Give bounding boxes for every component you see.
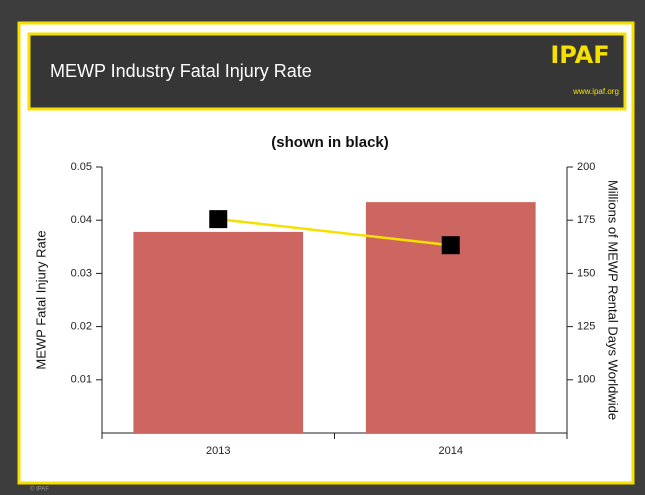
y-tick-label: 0.03 bbox=[71, 267, 92, 279]
y-axis-label: MEWP Fatal Injury Rate bbox=[33, 230, 48, 369]
y-tick-label: 0.04 bbox=[71, 214, 92, 226]
marker bbox=[441, 236, 460, 255]
x-tick-label: 2013 bbox=[206, 445, 230, 457]
y2-tick-label: 200 bbox=[577, 161, 595, 173]
y2-axis-label: Millions of MEWP Rental Days Worldwide bbox=[606, 180, 621, 420]
chart-title: (shown in black) bbox=[271, 134, 389, 151]
y2-tick-label: 175 bbox=[577, 214, 595, 226]
y2-tick-label: 100 bbox=[577, 374, 595, 386]
logo-url: www.ipaf.org bbox=[572, 87, 619, 96]
y-tick-label: 0.05 bbox=[71, 161, 92, 173]
header-box bbox=[27, 32, 627, 111]
y2-tick-label: 125 bbox=[577, 321, 595, 333]
bar bbox=[133, 231, 304, 433]
logo: IPAF bbox=[550, 41, 609, 69]
y-tick-label: 0.02 bbox=[71, 321, 92, 333]
header-title: MEWP Industry Fatal Injury Rate bbox=[50, 61, 312, 81]
x-tick-label: 2014 bbox=[439, 445, 463, 457]
y2-tick-label: 150 bbox=[577, 267, 595, 279]
footer: © IPAF bbox=[30, 486, 49, 493]
line bbox=[218, 217, 451, 247]
marker bbox=[209, 210, 228, 229]
y-tick-label: 0.01 bbox=[71, 374, 92, 386]
